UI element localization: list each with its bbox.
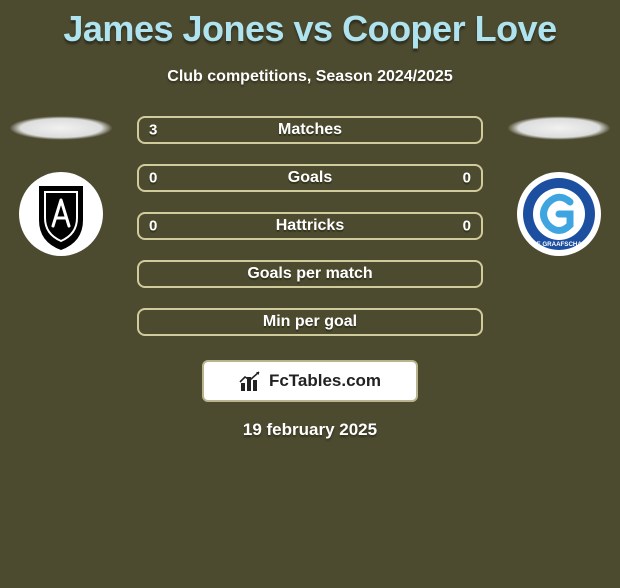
stat-row: Goals0 0: [137, 164, 483, 192]
stat-label: Hattricks: [139, 217, 481, 235]
stat-row: Matches3: [137, 116, 483, 144]
site-badge: FcTables.com: [202, 360, 418, 402]
shadow-ellipse-left: [9, 116, 113, 140]
stat-value-left: 0: [149, 218, 157, 235]
svg-text:DE GRAAFSCHAP: DE GRAAFSCHAP: [532, 241, 586, 248]
player-left-column: [6, 116, 116, 258]
stat-row: Min per goal: [137, 308, 483, 336]
page-title: James Jones vs Cooper Love: [0, 8, 620, 50]
stat-row: Goals per match: [137, 260, 483, 288]
club-crest-right: DE GRAAFSCHAP: [515, 170, 603, 258]
bars-icon: [239, 371, 263, 391]
site-name: FcTables.com: [269, 371, 381, 391]
subtitle: Club competitions, Season 2024/2025: [0, 68, 620, 86]
stat-value-right: 0: [463, 218, 471, 235]
stat-label: Matches: [139, 121, 481, 139]
stat-value-left: 3: [149, 122, 157, 139]
stat-label: Goals per match: [139, 265, 481, 283]
stat-label: Min per goal: [139, 313, 481, 331]
player-right-column: DE GRAAFSCHAP: [504, 116, 614, 258]
stat-value-left: 0: [149, 170, 157, 187]
shadow-ellipse-right: [507, 116, 611, 140]
date-text: 19 february 2025: [0, 420, 620, 440]
club-crest-left: [17, 170, 105, 258]
stat-value-right: 0: [463, 170, 471, 187]
stat-label: Goals: [139, 169, 481, 187]
stat-rows: Matches3Goals00Hattricks00Goals per matc…: [137, 116, 483, 336]
stat-row: Hattricks0 0: [137, 212, 483, 240]
comparison-content: DE GRAAFSCHAP Matches3Goals00Hattricks00…: [0, 116, 620, 440]
